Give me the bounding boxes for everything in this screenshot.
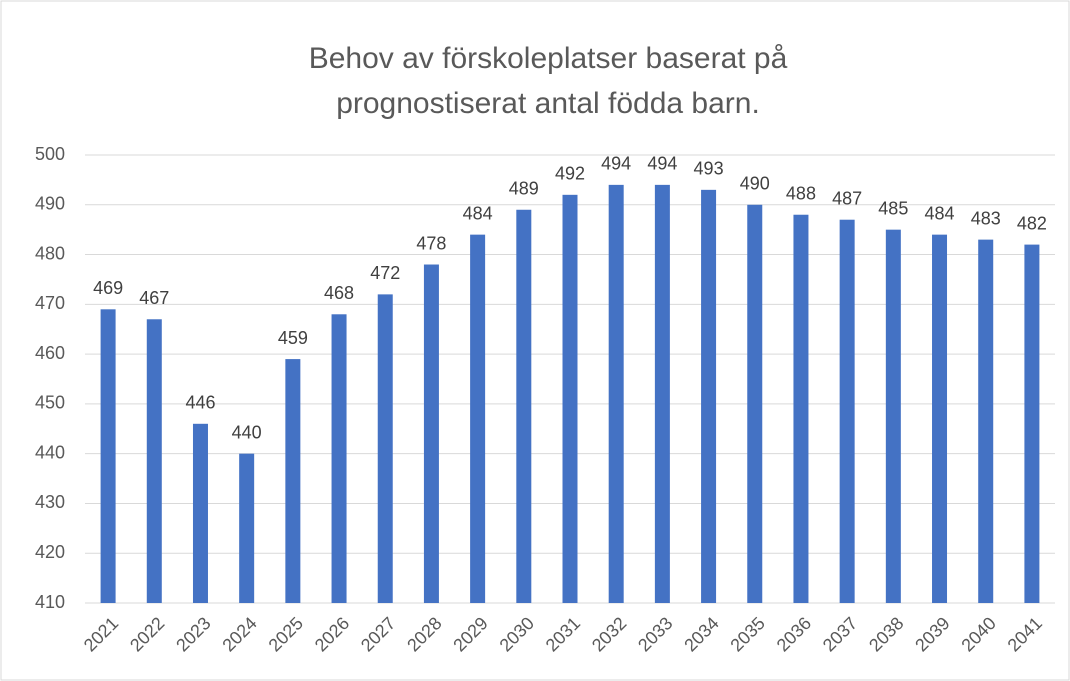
bar xyxy=(516,209,532,603)
bar xyxy=(1024,244,1040,603)
data-label: 493 xyxy=(694,159,724,179)
y-tick-label: 420 xyxy=(35,542,65,562)
data-label: 483 xyxy=(971,208,1001,228)
bar xyxy=(100,309,116,603)
data-label: 469 xyxy=(93,278,123,298)
y-tick-label: 500 xyxy=(35,144,65,164)
bar xyxy=(608,184,624,603)
bar xyxy=(654,184,670,603)
bar xyxy=(331,314,347,603)
bar xyxy=(978,239,994,603)
y-tick-label: 450 xyxy=(35,393,65,413)
data-label: 490 xyxy=(740,174,770,194)
data-label: 494 xyxy=(647,154,677,174)
bar xyxy=(192,423,208,603)
bar xyxy=(701,189,717,603)
y-tick-label: 430 xyxy=(35,492,65,512)
data-label: 440 xyxy=(232,422,262,442)
bar xyxy=(885,229,901,603)
bar xyxy=(839,219,855,603)
data-label: 446 xyxy=(185,393,215,413)
bar xyxy=(562,194,578,604)
data-label: 459 xyxy=(278,328,308,348)
bar xyxy=(747,204,763,603)
bar xyxy=(239,453,255,603)
data-label: 478 xyxy=(416,233,446,253)
chart-title: prognostiserat antal födda barn. xyxy=(336,87,760,120)
data-label: 482 xyxy=(1017,213,1047,233)
data-label: 467 xyxy=(139,288,169,308)
data-label: 489 xyxy=(509,179,539,199)
data-label: 485 xyxy=(878,198,908,218)
data-label: 494 xyxy=(601,154,631,174)
y-tick-label: 460 xyxy=(35,343,65,363)
bar xyxy=(470,234,486,603)
y-tick-label: 490 xyxy=(35,194,65,214)
bar xyxy=(793,214,809,603)
bar xyxy=(423,264,439,603)
bar xyxy=(146,319,162,603)
data-label: 484 xyxy=(463,203,493,223)
data-label: 492 xyxy=(555,164,585,184)
data-label: 468 xyxy=(324,283,354,303)
data-label: 472 xyxy=(370,263,400,283)
bar xyxy=(285,359,301,603)
y-tick-label: 440 xyxy=(35,442,65,462)
bar xyxy=(377,294,393,603)
data-label: 488 xyxy=(786,183,816,203)
data-label: 487 xyxy=(832,188,862,208)
chart-title: Behov av förskoleplatser baserat på xyxy=(309,42,788,75)
bar xyxy=(932,234,948,603)
y-tick-label: 410 xyxy=(35,592,65,612)
data-label: 484 xyxy=(925,203,955,223)
y-tick-label: 480 xyxy=(35,243,65,263)
y-tick-label: 470 xyxy=(35,293,65,313)
